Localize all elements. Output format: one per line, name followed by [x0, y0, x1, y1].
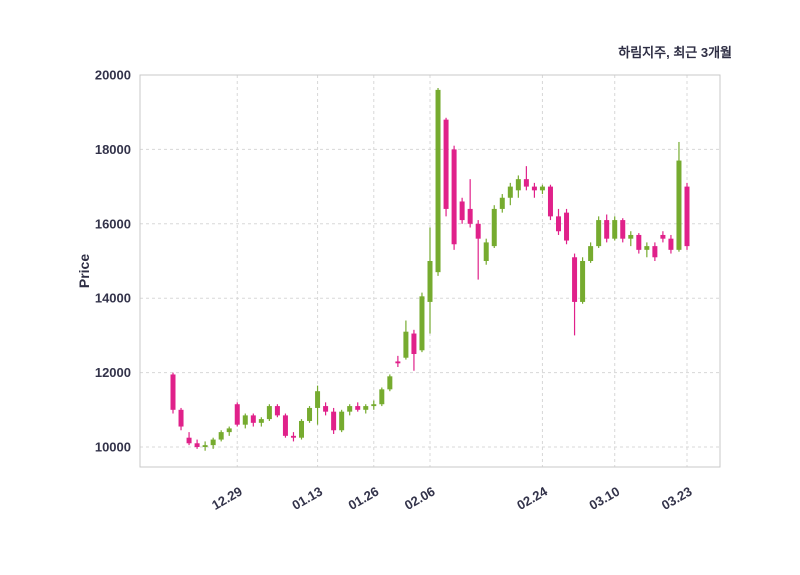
candle-body: [202, 445, 208, 447]
candle-body: [427, 261, 433, 302]
candle-body: [636, 234, 642, 250]
candle-body: [491, 208, 497, 247]
chart-title: 하림지주, 최근 3개월: [618, 45, 732, 60]
candle-body: [652, 246, 658, 258]
candle-body: [411, 333, 417, 354]
x-tick-label: 12.29: [209, 484, 245, 513]
candle-body: [612, 220, 618, 239]
candle-body: [523, 179, 529, 187]
candle-body: [323, 406, 329, 412]
candle-body: [499, 197, 505, 209]
candle-body: [299, 420, 304, 438]
candle-body: [596, 220, 602, 247]
candle-body: [531, 186, 537, 191]
candle-body: [282, 415, 288, 436]
candle-body: [274, 406, 280, 416]
candle-body: [676, 160, 682, 250]
candle-body: [194, 443, 200, 447]
y-tick-label: 20000: [95, 68, 131, 83]
x-tick-label: 03.23: [659, 484, 695, 513]
candle-body: [459, 201, 465, 221]
candle-body: [507, 186, 513, 198]
candle-body: [210, 439, 216, 446]
y-tick-label: 18000: [95, 142, 131, 157]
candle-body: [620, 220, 626, 239]
y-tick-label: 16000: [95, 216, 131, 231]
x-tick-label: 02.24: [514, 483, 550, 513]
y-tick-label: 12000: [95, 365, 131, 380]
candle-body: [580, 261, 586, 302]
y-tick-label: 10000: [95, 440, 131, 455]
candle-body: [371, 404, 377, 407]
candle-body: [395, 361, 401, 364]
candle-body: [451, 149, 457, 245]
candle-body: [539, 186, 545, 191]
candle-body: [419, 296, 425, 351]
candle-body: [379, 389, 385, 405]
candle-body: [347, 406, 353, 412]
candle-body: [547, 186, 553, 217]
candle-body: [644, 246, 650, 250]
candle-body: [572, 257, 578, 302]
plot-border: [139, 74, 721, 468]
x-tick-label: 02.06: [402, 484, 438, 513]
candle-body: [258, 419, 264, 423]
candle-body: [178, 409, 184, 427]
candle-body: [170, 374, 176, 410]
candle-body: [660, 234, 666, 239]
candle-body: [564, 212, 570, 241]
candle-body: [435, 89, 441, 273]
candle-body: [628, 234, 634, 239]
candle-body: [684, 186, 690, 247]
candle-body: [668, 238, 674, 250]
candle-body: [290, 435, 296, 438]
candle-body: [475, 223, 481, 239]
y-tick-label: 14000: [95, 291, 131, 306]
candle-body: [315, 391, 321, 408]
candle-body: [186, 437, 192, 444]
candle-body: [339, 411, 345, 431]
candle-body: [556, 216, 561, 232]
candle-body: [250, 415, 256, 423]
candle-body: [403, 331, 409, 358]
candle-body: [266, 406, 272, 420]
candle-body: [387, 376, 393, 390]
candle-body: [218, 432, 224, 440]
candle-body: [331, 411, 337, 431]
candle-body: [483, 242, 489, 261]
candle-body: [355, 406, 361, 410]
candle-body: [604, 220, 610, 239]
x-tick-label: 01.26: [346, 484, 382, 513]
candle-body: [226, 428, 232, 433]
candle-body: [588, 246, 594, 261]
candle-body: [515, 179, 521, 191]
x-tick-label: 03.10: [587, 484, 623, 513]
x-tick-label: 01.13: [289, 484, 325, 513]
candle-body: [467, 208, 473, 224]
candle-body: [363, 406, 369, 410]
candle-body: [242, 415, 248, 425]
candle-body: [234, 404, 240, 425]
candle-body: [443, 119, 449, 209]
candle-body: [307, 407, 313, 421]
